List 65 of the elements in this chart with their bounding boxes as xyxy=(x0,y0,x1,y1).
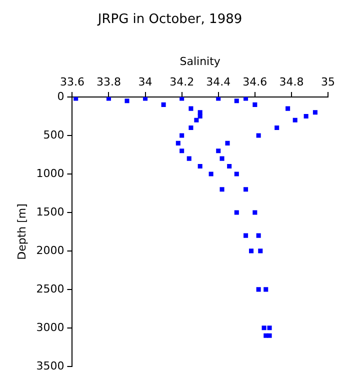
point xyxy=(234,172,239,176)
point xyxy=(124,98,130,104)
point xyxy=(220,187,224,192)
point xyxy=(180,148,184,154)
point xyxy=(248,248,254,254)
point xyxy=(208,172,214,176)
point xyxy=(252,102,258,107)
point xyxy=(198,110,202,115)
point xyxy=(262,326,266,330)
point xyxy=(180,133,184,138)
point xyxy=(264,287,268,292)
x-tick-label: 34.8 xyxy=(279,75,304,88)
point xyxy=(186,156,192,161)
point xyxy=(74,97,78,101)
point xyxy=(264,333,268,338)
point xyxy=(220,156,224,161)
point xyxy=(292,118,298,122)
point xyxy=(274,126,280,130)
y-tick-label: 3000 xyxy=(36,320,64,334)
point xyxy=(286,106,290,111)
point xyxy=(312,110,318,115)
point xyxy=(225,140,230,146)
point xyxy=(244,187,248,192)
x-tick-label: 34.6 xyxy=(242,75,268,88)
point xyxy=(267,333,272,338)
x-tick-label: 35 xyxy=(321,75,335,88)
y-tick-label: 2000 xyxy=(36,244,64,257)
point xyxy=(180,97,184,101)
point xyxy=(188,126,194,130)
point xyxy=(227,164,232,169)
point xyxy=(267,326,272,330)
y-tick-label: 500 xyxy=(43,128,64,142)
y-tick-label: 0 xyxy=(57,90,64,103)
point xyxy=(194,118,199,122)
point xyxy=(256,287,261,292)
point xyxy=(176,140,180,146)
y-axis-title: Depth [m] xyxy=(15,204,28,260)
point xyxy=(244,97,248,101)
x-tick-label: 33.8 xyxy=(96,75,121,88)
point xyxy=(234,98,239,104)
x-axis-title: Salinity xyxy=(180,55,221,68)
point xyxy=(143,97,148,101)
point xyxy=(304,114,308,119)
point xyxy=(252,210,258,215)
chart-title: JRPG in October, 1989 xyxy=(96,12,242,28)
point xyxy=(256,233,261,238)
point xyxy=(244,233,248,238)
x-tick-label: 33.6 xyxy=(60,75,84,88)
point xyxy=(198,114,202,119)
point xyxy=(216,148,221,154)
point xyxy=(216,97,221,101)
x-tick-label: 34.4 xyxy=(206,75,231,88)
x-tick-label: 34.2 xyxy=(170,75,194,88)
point xyxy=(188,106,194,111)
point xyxy=(258,248,263,254)
point xyxy=(106,97,112,101)
point xyxy=(234,210,239,215)
point xyxy=(198,164,202,169)
point xyxy=(256,133,261,138)
y-tick-label: 1500 xyxy=(36,205,64,218)
x-tick-label: 34 xyxy=(138,75,152,88)
point xyxy=(161,102,166,107)
y-tick-label: 3500 xyxy=(36,359,64,372)
y-tick-label: 1000 xyxy=(36,166,64,180)
y-tick-label: 2500 xyxy=(36,282,64,296)
